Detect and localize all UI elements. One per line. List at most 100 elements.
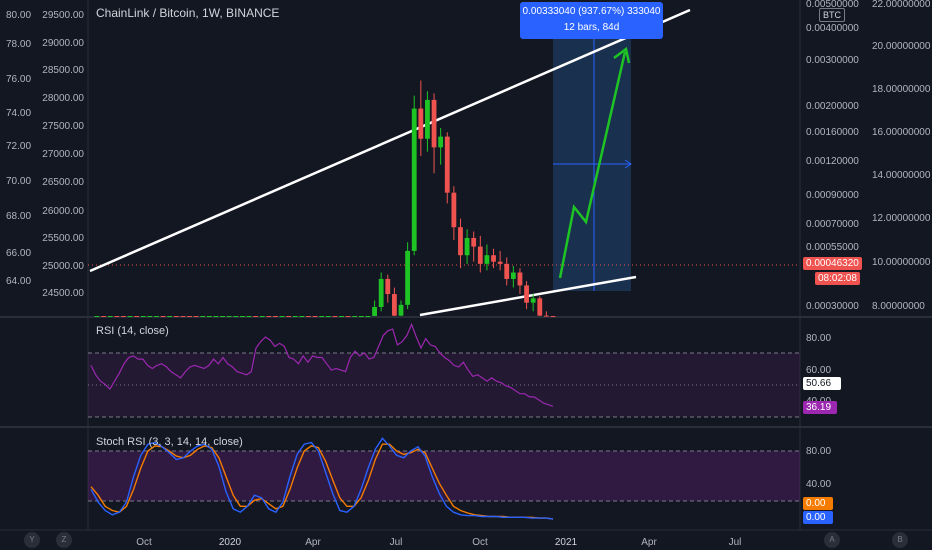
right-inner-tick: 0.00055000 xyxy=(806,242,859,253)
candle-body xyxy=(312,316,318,317)
right-outer-tick: 10.00000000 xyxy=(872,257,931,268)
candle-body xyxy=(213,316,219,317)
candle-body xyxy=(306,316,311,317)
candle-body xyxy=(319,316,325,317)
candle-body xyxy=(140,316,146,317)
stoch-label[interactable]: Stoch RSI (3, 3, 14, 14, close) xyxy=(96,436,243,448)
right-outer-tick: 20.00000000 xyxy=(872,41,931,52)
left-inner-tick: 26000.00 xyxy=(42,206,84,217)
right-inner-tick: 0.00300000 xyxy=(806,55,859,66)
candle-body xyxy=(154,316,159,317)
left-inner-tick: 29500.00 xyxy=(42,10,84,21)
candle-body xyxy=(200,316,206,317)
left-outer-tick: 76.00 xyxy=(6,74,31,85)
candle-body xyxy=(233,316,239,317)
measure-info-line1: 0.00333040 (937.67%) 333040 xyxy=(522,6,661,17)
rsi-line xyxy=(90,322,554,407)
bottom-right-button-1[interactable]: A xyxy=(824,532,840,548)
right-inner-tick: 0.00030000 xyxy=(806,301,859,312)
candle-body xyxy=(273,316,278,317)
candle-body xyxy=(517,272,523,286)
right-outer-tick: 22.00000000 xyxy=(872,0,931,10)
measure-info-line2: 12 bars, 84d xyxy=(563,22,620,33)
rsi-label[interactable]: RSI (14, close) xyxy=(96,325,169,337)
candle-body xyxy=(372,307,377,316)
candle-body xyxy=(206,316,212,317)
rsi-value-white: 50.66 xyxy=(803,377,841,390)
x-tick: Apr xyxy=(641,537,657,548)
candle-body xyxy=(180,316,186,317)
candle-body xyxy=(121,316,126,317)
candle-body xyxy=(425,99,430,139)
candle-body xyxy=(451,192,457,228)
stoch-band xyxy=(88,451,800,501)
candle-body xyxy=(504,263,510,279)
candle-body xyxy=(497,261,503,264)
left-inner-tick: 24500.00 xyxy=(42,288,84,299)
currency-badge[interactable]: BTC xyxy=(819,8,845,22)
candle-body xyxy=(160,316,166,317)
left-outer-tick: 80.00 xyxy=(6,10,31,21)
stoch-k-line xyxy=(90,437,554,520)
left-outer-tick: 70.00 xyxy=(6,176,31,187)
right-outer-tick: 8.00000000 xyxy=(872,301,925,312)
left-inner-tick: 27500.00 xyxy=(42,121,84,132)
candle-body xyxy=(458,227,463,256)
candle-body xyxy=(358,316,364,317)
candle-body xyxy=(477,246,483,264)
candle-body xyxy=(266,316,272,317)
candle-body xyxy=(94,316,100,317)
right-outer-tick: 18.00000000 xyxy=(872,84,931,95)
candle-body xyxy=(173,316,179,317)
candle-body xyxy=(127,316,133,317)
candle-body xyxy=(352,316,358,317)
chart-title: ChainLink / Bitcoin, 1W, BINANCE xyxy=(96,6,280,20)
candle-body xyxy=(187,316,192,317)
stoch-tick: 80.00 xyxy=(806,446,831,457)
candle-body xyxy=(484,255,490,264)
rsi-tick: 80.00 xyxy=(806,333,831,344)
candle-body xyxy=(444,136,450,193)
stoch-value-orange: 0.00 xyxy=(803,497,833,510)
bottom-left-button-1[interactable]: Y xyxy=(24,532,40,548)
candle-body xyxy=(418,108,424,139)
measure-info-box[interactable]: 0.00333040 (937.67%) 333040 12 bars, 84d xyxy=(520,2,663,39)
rsi-tick: 60.00 xyxy=(806,365,831,376)
candle-body xyxy=(279,316,285,317)
candle-body xyxy=(345,316,351,317)
left-outer-tick: 72.00 xyxy=(6,141,31,152)
left-inner-tick: 29000.00 xyxy=(42,38,84,49)
left-outer-tick: 66.00 xyxy=(6,248,31,259)
candle-body xyxy=(543,315,549,317)
rsi-value-purple: 36.19 xyxy=(803,401,837,414)
candle-body xyxy=(537,298,543,316)
right-inner-tick: 0.00160000 xyxy=(806,127,859,138)
candle-body xyxy=(226,316,232,317)
candle-body xyxy=(431,99,437,148)
bottom-left-button-2[interactable]: Z xyxy=(56,532,72,548)
candle-body xyxy=(134,316,140,317)
candle-body xyxy=(239,316,245,317)
candle-body xyxy=(286,316,292,317)
candle-body xyxy=(325,316,331,317)
candle-body xyxy=(253,316,259,317)
candle-body xyxy=(391,294,397,316)
bottom-right-button-2[interactable]: B xyxy=(892,532,908,548)
x-tick: 2021 xyxy=(555,537,578,548)
left-outer-tick: 64.00 xyxy=(6,276,31,287)
candle-body xyxy=(114,316,120,317)
stoch-d-line xyxy=(90,443,554,520)
right-inner-tick: 0.00500000 xyxy=(806,0,859,10)
candles-group xyxy=(94,80,556,317)
candle-body xyxy=(530,298,536,303)
right-outer-tick: 12.00000000 xyxy=(872,213,931,224)
x-tick: Jul xyxy=(390,537,403,548)
right-outer-tick: 16.00000000 xyxy=(872,127,931,138)
right-inner-tick: 0.00090000 xyxy=(806,190,859,201)
projection-path[interactable] xyxy=(558,51,627,279)
candle-body xyxy=(292,316,298,317)
measure-arrow-head xyxy=(624,159,632,169)
upper-trendline[interactable] xyxy=(89,8,691,273)
right-outer-tick: 14.00000000 xyxy=(872,170,931,181)
